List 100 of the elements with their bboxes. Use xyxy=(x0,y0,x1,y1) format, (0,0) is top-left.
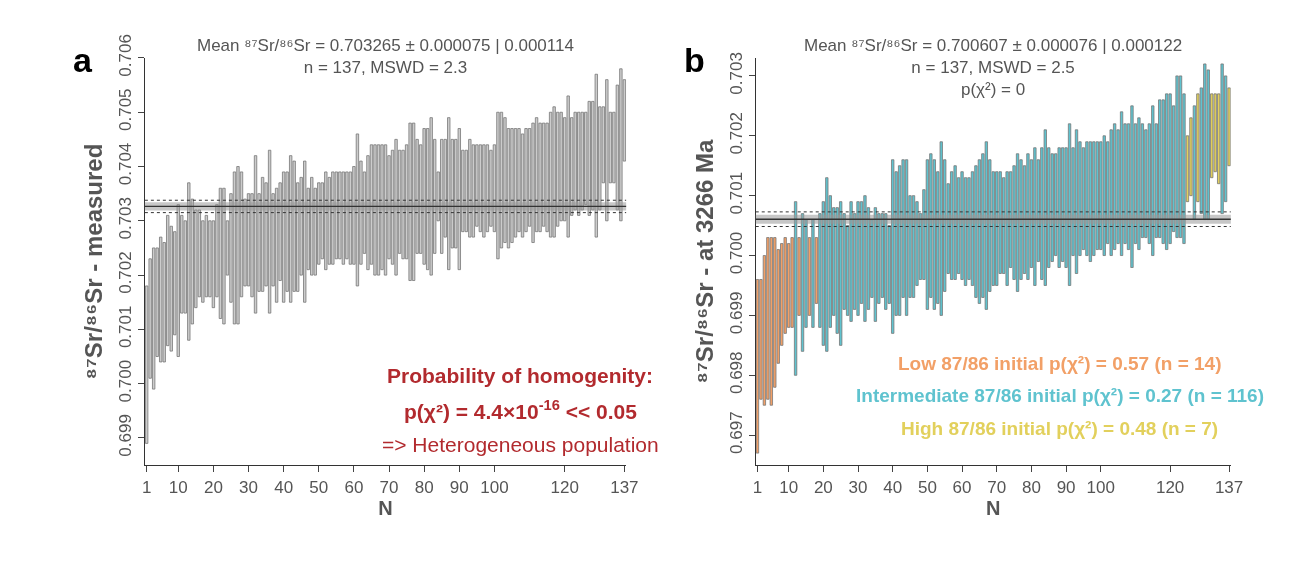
text: High 87/86 initial p(χ²) = 0.48 (n = 7) xyxy=(901,418,1219,439)
x-tick-label: 40 xyxy=(883,477,903,497)
bar xyxy=(577,111,581,216)
x-tick-label: 90 xyxy=(1056,477,1076,497)
y-tick-label: 0.704 xyxy=(116,142,136,186)
bar xyxy=(187,182,191,341)
y-tick-label: 0.703 xyxy=(116,196,136,240)
y-tick-label: 0.699 xyxy=(116,414,136,457)
y-tick-label: 0.706 xyxy=(116,34,136,77)
x-tick-label: 50 xyxy=(917,477,937,497)
bar xyxy=(267,149,272,314)
bar xyxy=(1151,105,1155,256)
bar xyxy=(289,155,293,303)
bar xyxy=(457,128,461,271)
bar xyxy=(282,171,286,303)
x-tick-label: 10 xyxy=(168,477,188,497)
bar xyxy=(429,117,433,276)
bar xyxy=(1119,111,1124,256)
bar xyxy=(222,187,226,325)
x-tick-label: 70 xyxy=(379,477,399,497)
bar xyxy=(1074,129,1079,274)
bar xyxy=(769,237,773,406)
y-tick-label: 0.698 xyxy=(726,351,746,395)
bar xyxy=(1165,93,1169,250)
x-tick-label: 80 xyxy=(414,477,434,497)
x-tick-label: 137 xyxy=(610,477,639,497)
chart-title: b xyxy=(684,41,705,79)
bar xyxy=(1067,123,1072,286)
bar xyxy=(440,138,444,254)
x-tick-label: 100 xyxy=(1086,477,1115,497)
bar xyxy=(1220,63,1224,215)
bar xyxy=(394,138,398,276)
bar xyxy=(482,144,486,238)
bar xyxy=(383,144,388,276)
y-tick-label: 0.702 xyxy=(116,251,136,294)
bar xyxy=(1088,141,1092,262)
x-tick-label: 30 xyxy=(848,477,868,497)
y-tick-label: 0.705 xyxy=(116,88,136,131)
x-tick-label: 100 xyxy=(480,477,509,497)
bar xyxy=(587,100,591,216)
bar xyxy=(324,171,328,271)
bar xyxy=(605,79,609,222)
bar xyxy=(984,141,988,310)
bar xyxy=(619,68,623,222)
bar xyxy=(873,207,877,322)
x-tick-label: 60 xyxy=(344,477,364,497)
x-tick-label: 80 xyxy=(1021,477,1041,497)
bar xyxy=(310,176,314,276)
bar xyxy=(755,279,760,454)
bar xyxy=(953,165,957,280)
chart-subtitle: Mean ⁸⁷Sr/⁸⁶Sr = 0.700607 ± 0.000076 | 0.000122 n = 137, MSWD = 2.5 p(χ²) = 0 xyxy=(804,36,1183,100)
x-axis-title: N xyxy=(986,496,1001,519)
bar xyxy=(825,177,829,352)
bar xyxy=(408,122,412,281)
annotation: => Heterogeneous population xyxy=(382,433,659,456)
chart-subtitle: Mean ⁸⁷Sr/⁸⁶Sr = 0.703265 ± 0.000075 | 0.000114 n = 137, MSWD = 2.3 xyxy=(197,36,574,78)
x-tick-label: 20 xyxy=(203,477,223,497)
x-tick-label: 90 xyxy=(449,477,469,497)
annotation: Probability of homogenity: xyxy=(387,364,653,387)
bar xyxy=(1130,105,1134,268)
bar xyxy=(253,155,258,314)
bar xyxy=(1026,153,1030,280)
bar xyxy=(341,171,345,265)
x-axis-title: N xyxy=(378,496,393,519)
bar xyxy=(863,195,867,322)
bar xyxy=(1005,171,1009,286)
x-tick-label: 60 xyxy=(952,477,972,497)
y-tick-label: 0.701 xyxy=(726,171,746,215)
bar xyxy=(303,160,307,303)
bar xyxy=(1015,153,1020,292)
bar xyxy=(159,236,163,363)
bar xyxy=(1057,147,1061,268)
x-tick-label: 40 xyxy=(274,477,294,497)
y-tick-label: 0.697 xyxy=(726,411,746,454)
x-tick-label: 120 xyxy=(1155,477,1185,497)
bar xyxy=(552,106,556,238)
bar xyxy=(1203,63,1207,221)
y-tick-label: 0.701 xyxy=(116,305,136,349)
x-tick-label: 50 xyxy=(309,477,329,497)
y-tick-label: 0.702 xyxy=(726,111,746,155)
bar xyxy=(1137,117,1141,250)
bar xyxy=(355,133,360,287)
x-tick-label: 1 xyxy=(141,477,152,497)
y-tick-label: 0.700 xyxy=(116,359,136,403)
text: Low 87/86 initial p(χ²) = 0.57 (n = 14) xyxy=(898,353,1222,374)
bar xyxy=(839,201,843,346)
bar xyxy=(468,138,472,238)
bar xyxy=(904,159,909,316)
bar xyxy=(152,247,156,390)
bar xyxy=(1043,129,1047,286)
bar xyxy=(856,201,860,316)
bar xyxy=(260,176,265,292)
bar xyxy=(496,111,500,260)
bar xyxy=(793,201,798,376)
x-tick-label: 1 xyxy=(752,477,763,497)
x-tick-label: 30 xyxy=(239,477,258,497)
y-tick-label: 0.703 xyxy=(726,52,746,95)
y-axis-title: ⁸⁷Sr/⁸⁶Sr - at 3266 Ma xyxy=(691,139,719,384)
bar xyxy=(376,144,381,276)
bar xyxy=(176,204,180,357)
